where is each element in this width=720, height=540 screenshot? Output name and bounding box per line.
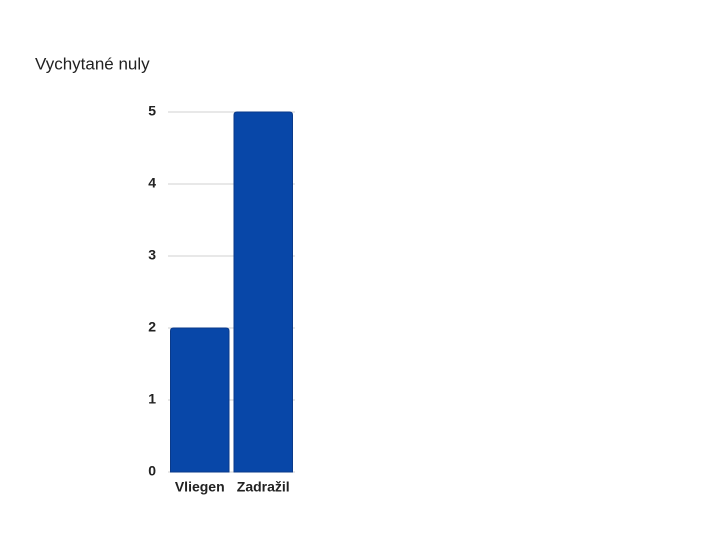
bar [233, 111, 293, 473]
y-tick-label: 2 [148, 319, 156, 335]
y-tick-label: 0 [148, 463, 156, 479]
y-tick-label: 1 [148, 391, 156, 407]
y-tick-label: 4 [148, 175, 156, 191]
y-tick-label: 3 [148, 247, 156, 263]
x-tick-label: Vliegen [175, 479, 225, 495]
x-tick-label: Zadražil [237, 479, 290, 495]
y-tick-label: 5 [148, 103, 156, 119]
chart-title: Vychytané nuly [35, 54, 150, 73]
bar [170, 327, 230, 473]
